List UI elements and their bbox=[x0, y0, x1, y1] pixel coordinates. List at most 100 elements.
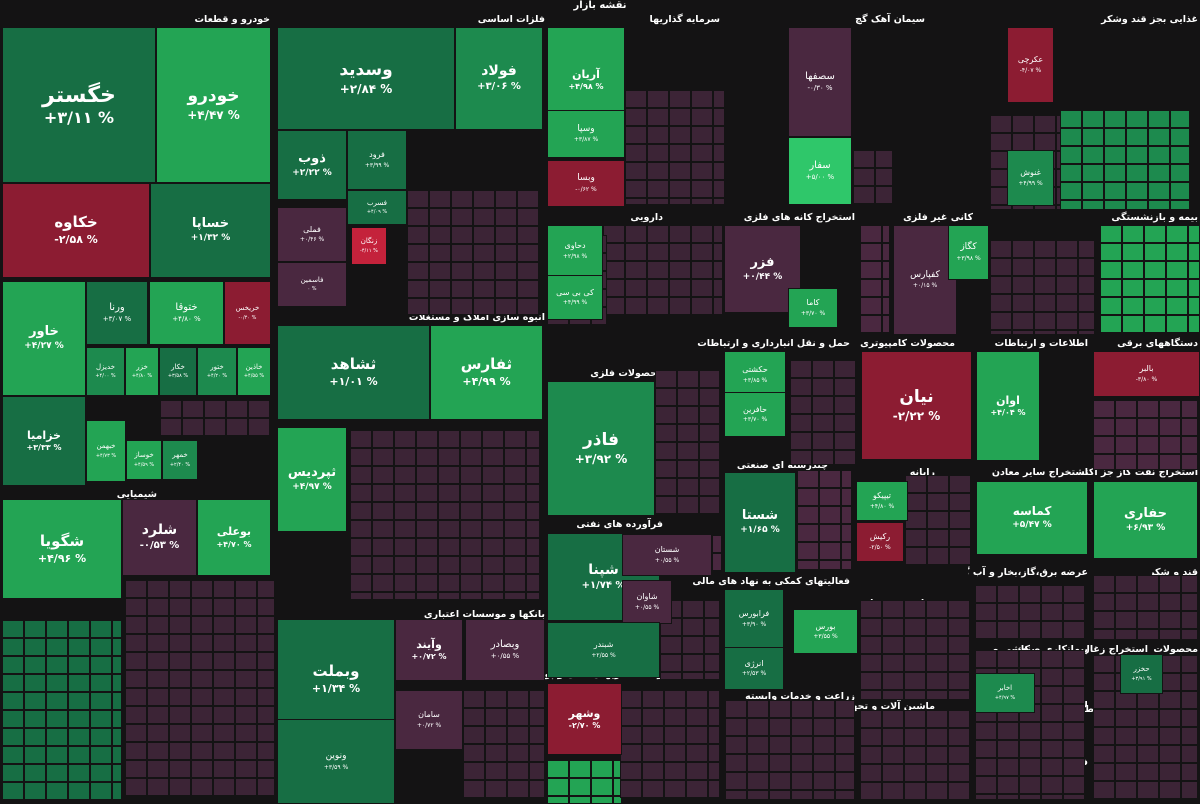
minor-stock-cell[interactable] bbox=[875, 150, 893, 168]
minor-stock-cell[interactable] bbox=[1063, 621, 1085, 639]
minor-stock-cell[interactable] bbox=[882, 782, 904, 800]
minor-stock-cell[interactable] bbox=[819, 488, 841, 506]
stock-tile[interactable]: وبصادر +۰/۵۵ % bbox=[465, 619, 545, 681]
minor-stock-cell[interactable] bbox=[704, 600, 720, 618]
minor-stock-cell[interactable] bbox=[547, 778, 569, 796]
minor-stock-cell[interactable] bbox=[1100, 261, 1122, 279]
minor-stock-cell[interactable] bbox=[416, 574, 438, 592]
minor-stock-cell[interactable] bbox=[1012, 330, 1034, 335]
minor-stock-cell[interactable] bbox=[1104, 200, 1126, 210]
minor-stock-cell[interactable] bbox=[926, 618, 948, 636]
minor-stock-cell[interactable] bbox=[1126, 164, 1148, 182]
minor-stock-cell[interactable] bbox=[438, 538, 460, 556]
minor-stock-cell[interactable] bbox=[975, 585, 997, 603]
minor-stock-cell[interactable] bbox=[1034, 276, 1056, 294]
minor-stock-cell[interactable] bbox=[2, 710, 24, 728]
minor-stock-cell[interactable] bbox=[147, 742, 169, 760]
minor-stock-cell[interactable] bbox=[169, 634, 191, 652]
minor-stock-cell[interactable] bbox=[350, 520, 372, 538]
minor-stock-cell[interactable] bbox=[975, 621, 997, 639]
minor-stock-cell[interactable] bbox=[191, 778, 213, 796]
minor-stock-cell[interactable] bbox=[169, 688, 191, 706]
minor-stock-cell[interactable] bbox=[1019, 776, 1041, 794]
minor-stock-cell[interactable] bbox=[504, 592, 526, 600]
minor-stock-cell[interactable] bbox=[669, 279, 691, 297]
minor-stock-cell[interactable] bbox=[463, 708, 485, 726]
minor-stock-cell[interactable] bbox=[1159, 691, 1181, 709]
minor-stock-cell[interactable] bbox=[691, 261, 713, 279]
minor-stock-cell[interactable] bbox=[112, 692, 122, 710]
minor-stock-cell[interactable] bbox=[191, 670, 213, 688]
minor-stock-cell[interactable] bbox=[504, 520, 526, 538]
minor-stock-cell[interactable] bbox=[620, 708, 642, 726]
minor-stock-cell[interactable] bbox=[1082, 200, 1104, 210]
minor-stock-cell[interactable] bbox=[1041, 740, 1063, 758]
minor-stock-cell[interactable] bbox=[990, 312, 1012, 330]
minor-stock-cell[interactable] bbox=[975, 758, 997, 776]
minor-stock-cell[interactable] bbox=[416, 502, 438, 520]
minor-stock-cell[interactable] bbox=[90, 782, 112, 800]
minor-stock-cell[interactable] bbox=[504, 484, 526, 502]
minor-stock-cell[interactable] bbox=[841, 488, 852, 506]
minor-stock-cell[interactable] bbox=[213, 760, 235, 778]
minor-stock-cell[interactable] bbox=[495, 226, 517, 244]
minor-stock-cell[interactable] bbox=[1126, 110, 1148, 128]
minor-stock-cell[interactable] bbox=[526, 574, 540, 592]
minor-stock-cell[interactable] bbox=[904, 636, 926, 654]
minor-stock-cell[interactable] bbox=[372, 520, 394, 538]
minor-stock-cell[interactable] bbox=[451, 262, 473, 280]
minor-stock-cell[interactable] bbox=[860, 315, 882, 333]
minor-stock-cell[interactable] bbox=[407, 208, 429, 226]
minor-stock-cell[interactable] bbox=[1115, 400, 1137, 418]
minor-stock-cell[interactable] bbox=[482, 574, 504, 592]
minor-stock-cell[interactable] bbox=[1181, 454, 1198, 470]
minor-stock-cell[interactable] bbox=[647, 261, 669, 279]
minor-stock-cell[interactable] bbox=[460, 448, 482, 466]
minor-stock-cell[interactable] bbox=[834, 450, 856, 465]
minor-stock-cell[interactable] bbox=[860, 654, 882, 672]
minor-stock-cell[interactable] bbox=[713, 243, 723, 261]
minor-stock-cell[interactable] bbox=[407, 226, 429, 244]
minor-stock-cell[interactable] bbox=[438, 502, 460, 520]
minor-stock-cell[interactable] bbox=[1093, 575, 1115, 593]
minor-stock-cell[interactable] bbox=[747, 736, 769, 754]
minor-stock-cell[interactable] bbox=[1041, 776, 1063, 794]
minor-stock-cell[interactable] bbox=[463, 726, 485, 744]
minor-stock-cell[interactable] bbox=[647, 297, 669, 315]
minor-stock-cell[interactable] bbox=[1137, 727, 1159, 745]
minor-stock-cell[interactable] bbox=[438, 430, 460, 448]
minor-stock-cell[interactable] bbox=[46, 638, 68, 656]
minor-stock-cell[interactable] bbox=[1093, 611, 1115, 629]
minor-stock-cell[interactable] bbox=[569, 760, 591, 778]
minor-stock-cell[interactable] bbox=[1144, 261, 1166, 279]
minor-stock-cell[interactable] bbox=[182, 400, 204, 418]
stock-tile[interactable]: خزامیا +۳/۳۳ % bbox=[2, 396, 86, 486]
minor-stock-cell[interactable] bbox=[882, 297, 890, 315]
minor-stock-cell[interactable] bbox=[2, 692, 24, 710]
minor-stock-cell[interactable] bbox=[1093, 727, 1115, 745]
minor-stock-cell[interactable] bbox=[235, 598, 257, 616]
minor-stock-cell[interactable] bbox=[1019, 740, 1041, 758]
minor-stock-cell[interactable] bbox=[660, 636, 682, 654]
minor-stock-cell[interactable] bbox=[257, 778, 275, 796]
minor-stock-cell[interactable] bbox=[429, 190, 451, 208]
minor-stock-cell[interactable] bbox=[1063, 704, 1085, 722]
minor-stock-cell[interactable] bbox=[248, 400, 270, 418]
minor-stock-cell[interactable] bbox=[1093, 655, 1115, 673]
stock-tile[interactable]: ذوب +۲/۲۲ % bbox=[277, 130, 347, 200]
minor-stock-cell[interactable] bbox=[90, 674, 112, 692]
minor-stock-cell[interactable] bbox=[169, 616, 191, 634]
minor-stock-cell[interactable] bbox=[708, 690, 720, 708]
minor-stock-cell[interactable] bbox=[125, 634, 147, 652]
minor-stock-cell[interactable] bbox=[394, 574, 416, 592]
minor-stock-cell[interactable] bbox=[463, 690, 485, 708]
minor-stock-cell[interactable] bbox=[372, 484, 394, 502]
minor-stock-cell[interactable] bbox=[747, 700, 769, 718]
minor-stock-cell[interactable] bbox=[1056, 330, 1078, 335]
minor-stock-cell[interactable] bbox=[1122, 225, 1144, 243]
stock-tile[interactable]: ثفارس +۴/۹۹ % bbox=[430, 325, 543, 420]
minor-stock-cell[interactable] bbox=[677, 442, 699, 460]
minor-stock-cell[interactable] bbox=[927, 511, 949, 529]
minor-stock-cell[interactable] bbox=[1104, 146, 1126, 164]
minor-stock-cell[interactable] bbox=[1181, 400, 1198, 418]
